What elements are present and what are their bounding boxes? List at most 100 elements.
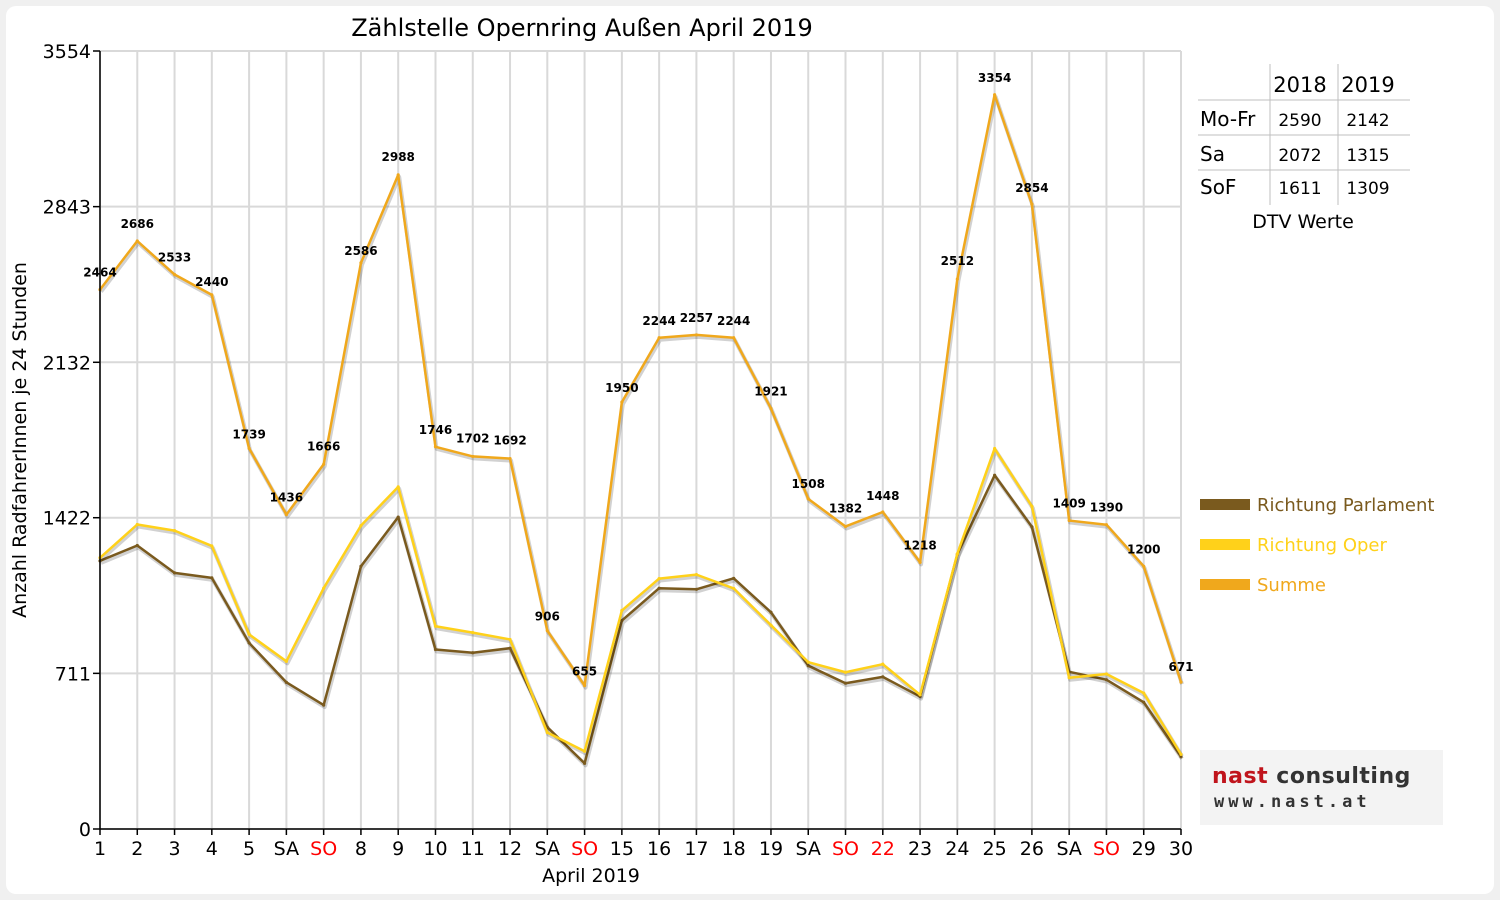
dtv-value-cell: 2590 bbox=[1278, 111, 1321, 131]
y-tick-label: 2132 bbox=[43, 352, 91, 374]
x-tick-label: SA bbox=[535, 838, 560, 860]
x-tick-label: SA bbox=[796, 838, 821, 860]
data-point bbox=[359, 564, 363, 568]
data-point bbox=[1142, 564, 1146, 568]
data-label: 1950 bbox=[605, 381, 638, 395]
data-point bbox=[1179, 755, 1183, 759]
x-tick-label: 22 bbox=[871, 838, 895, 860]
legend-label-richtung-oper: Richtung Oper bbox=[1257, 535, 1388, 556]
data-label: 2244 bbox=[642, 314, 675, 328]
x-tick-label: 16 bbox=[647, 838, 671, 860]
data-label: 1746 bbox=[419, 423, 452, 437]
data-point bbox=[694, 573, 699, 577]
data-label: 1921 bbox=[754, 384, 787, 398]
x-tick-label: SA bbox=[1056, 838, 1081, 860]
data-point bbox=[322, 703, 326, 707]
x-tick-label: 4 bbox=[206, 838, 218, 860]
x-tick-label: 12 bbox=[498, 838, 522, 860]
data-label: 2440 bbox=[195, 275, 228, 289]
data-label: 1702 bbox=[456, 431, 489, 445]
data-point bbox=[471, 631, 475, 635]
data-point bbox=[545, 629, 549, 633]
data-point bbox=[881, 675, 885, 679]
data-point bbox=[322, 462, 326, 466]
x-tick-label: 19 bbox=[759, 838, 783, 860]
data-point bbox=[769, 623, 773, 627]
x-tick-label: 15 bbox=[610, 838, 634, 860]
data-point bbox=[881, 510, 885, 514]
data-label: 2854 bbox=[1015, 181, 1048, 195]
data-point bbox=[322, 586, 326, 590]
data-point bbox=[135, 522, 139, 527]
data-point bbox=[694, 587, 699, 591]
data-point bbox=[508, 457, 512, 461]
legend-swatch-summe bbox=[1200, 579, 1250, 590]
grid bbox=[99, 50, 1182, 830]
x-tick-label: SO bbox=[832, 838, 859, 860]
x-tick-label: SO bbox=[1093, 838, 1120, 860]
x-tick-label: 25 bbox=[983, 838, 1007, 860]
data-point bbox=[1104, 672, 1109, 676]
data-point bbox=[806, 664, 810, 668]
data-point bbox=[843, 681, 848, 685]
data-label: 2244 bbox=[717, 314, 750, 328]
data-point bbox=[359, 261, 363, 265]
data-point bbox=[396, 173, 400, 177]
data-point bbox=[769, 406, 773, 411]
x-tick-label: 17 bbox=[684, 838, 708, 860]
data-point bbox=[284, 659, 288, 663]
data-point bbox=[210, 544, 214, 548]
dtv-row-label: Sa bbox=[1200, 142, 1225, 166]
dtv-header-cell: 2018 bbox=[1273, 73, 1326, 97]
data-point bbox=[471, 651, 475, 655]
data-point bbox=[1142, 691, 1146, 695]
x-tick-label: 2 bbox=[131, 838, 143, 860]
legend-swatch-richtung-oper bbox=[1200, 539, 1250, 550]
y-tick-label: 2843 bbox=[43, 197, 91, 219]
logo-name: nast consulting bbox=[1212, 764, 1411, 789]
data-point bbox=[1067, 518, 1071, 523]
data-point bbox=[732, 586, 736, 591]
y-tick-label: 3554 bbox=[43, 41, 91, 63]
data-label: 2586 bbox=[344, 244, 377, 258]
series-line-richtung-parlament bbox=[99, 473, 1183, 765]
data-label: 2257 bbox=[680, 311, 713, 325]
data-point bbox=[657, 586, 661, 590]
data-point bbox=[284, 513, 288, 517]
dtv-value-cell: 1315 bbox=[1346, 146, 1389, 166]
data-point bbox=[582, 749, 587, 753]
data-label: 1436 bbox=[270, 491, 303, 505]
data-point bbox=[508, 646, 512, 650]
data-label: 671 bbox=[1168, 660, 1193, 674]
dtv-value-cell: 2072 bbox=[1278, 146, 1321, 166]
x-tick-label: 11 bbox=[461, 838, 485, 860]
data-label: 1218 bbox=[903, 538, 936, 552]
data-point bbox=[471, 454, 475, 459]
data-point bbox=[210, 576, 214, 580]
logo-url: www.nast.at bbox=[1214, 792, 1371, 812]
dtv-value-cell: 2142 bbox=[1346, 111, 1389, 131]
data-point bbox=[732, 576, 736, 580]
x-tick-label: 5 bbox=[243, 838, 255, 860]
data-point bbox=[657, 336, 661, 340]
data-point bbox=[1179, 680, 1183, 684]
data-point bbox=[284, 680, 288, 684]
x-tick-label: 3 bbox=[169, 838, 181, 860]
data-point bbox=[918, 693, 922, 697]
data-point bbox=[993, 93, 997, 97]
data-point bbox=[732, 336, 736, 340]
y-axis-title: Anzahl RadfahrerInnen je 24 Stunden bbox=[9, 262, 31, 618]
data-label: 1739 bbox=[232, 427, 265, 441]
legend-label-richtung-parlament: Richtung Parlament bbox=[1257, 495, 1434, 516]
data-point bbox=[1030, 202, 1034, 206]
logo-name-accent: nast bbox=[1212, 764, 1269, 789]
data-point bbox=[135, 239, 139, 243]
x-tick-label: 30 bbox=[1169, 838, 1193, 860]
data-label: 2512 bbox=[941, 254, 974, 268]
data-point bbox=[620, 608, 624, 613]
data-point bbox=[1104, 678, 1109, 682]
data-point bbox=[955, 552, 959, 556]
data-label: 1508 bbox=[792, 477, 825, 491]
